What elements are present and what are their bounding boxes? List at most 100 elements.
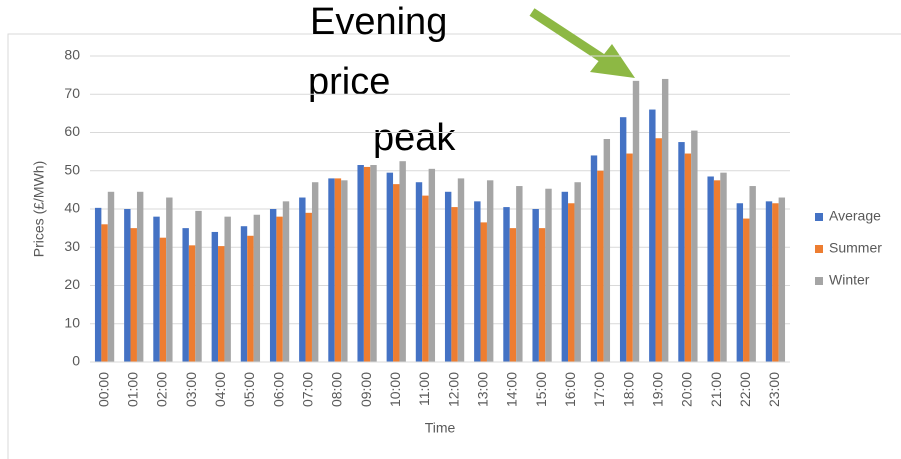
bar xyxy=(341,180,348,362)
x-tick-label: 20:00 xyxy=(679,372,695,407)
bar xyxy=(457,178,465,362)
bar xyxy=(474,201,481,362)
x-tick-label: 19:00 xyxy=(649,372,665,407)
bar xyxy=(516,186,523,362)
x-axis-label: Time xyxy=(425,420,456,436)
bar xyxy=(691,130,698,362)
bar xyxy=(386,172,394,362)
bar xyxy=(224,216,231,362)
annotation: peak xyxy=(373,117,456,159)
bar xyxy=(561,191,569,362)
y-tick-label: 10 xyxy=(64,314,80,330)
bar xyxy=(370,165,377,362)
x-tick-label: 09:00 xyxy=(358,372,374,407)
bar xyxy=(218,246,225,362)
y-tick-label: 80 xyxy=(64,47,80,63)
bar xyxy=(195,210,202,362)
bar xyxy=(713,180,721,362)
x-tick-label: 11:00 xyxy=(416,372,432,406)
bar xyxy=(626,153,633,362)
bar xyxy=(678,142,685,362)
chart-frame xyxy=(7,33,901,459)
bar xyxy=(211,231,219,362)
legend-label: Winter xyxy=(829,272,870,288)
bar xyxy=(720,172,727,362)
bar xyxy=(444,191,452,362)
bar xyxy=(428,168,436,362)
bar xyxy=(772,203,779,362)
bar xyxy=(532,209,539,362)
bar xyxy=(182,228,189,362)
legend-swatch xyxy=(815,277,823,285)
bar xyxy=(778,197,786,362)
bar xyxy=(334,178,342,362)
annotation: Evening xyxy=(310,1,447,43)
x-tick-label: 15:00 xyxy=(533,372,549,407)
bar xyxy=(649,109,656,362)
x-tick-label: 23:00 xyxy=(766,372,782,407)
arrow xyxy=(529,8,635,78)
bar xyxy=(603,139,611,362)
bar xyxy=(299,197,306,362)
annotation: price xyxy=(308,61,390,103)
y-axis-label: Prices (£/MWh) xyxy=(31,161,47,257)
bar xyxy=(253,214,261,362)
bar xyxy=(357,165,364,362)
bar xyxy=(94,207,102,362)
y-tick-label: 20 xyxy=(64,276,80,292)
x-tick-label: 02:00 xyxy=(154,372,170,407)
bar xyxy=(545,188,552,362)
y-tick-label: 0 xyxy=(72,353,80,369)
bar xyxy=(188,245,196,362)
bar xyxy=(632,80,640,363)
bar xyxy=(538,228,546,362)
x-tick-label: 18:00 xyxy=(620,372,636,407)
bar xyxy=(480,222,487,362)
legend-swatch xyxy=(815,213,823,221)
bar xyxy=(247,235,254,362)
bar xyxy=(684,153,692,362)
x-tick-label: 04:00 xyxy=(212,372,228,407)
bar xyxy=(159,237,167,362)
x-tick-label: 00:00 xyxy=(95,372,111,407)
y-tick-label: 30 xyxy=(64,238,80,254)
bar xyxy=(655,138,662,362)
bar xyxy=(124,209,131,362)
bar xyxy=(305,212,312,362)
bar xyxy=(743,218,750,362)
bar xyxy=(736,203,744,362)
x-tick-label: 22:00 xyxy=(737,372,753,407)
bar xyxy=(574,182,581,362)
x-tick-label: 06:00 xyxy=(270,372,286,407)
bar xyxy=(240,226,248,362)
bar xyxy=(107,191,115,362)
x-tick-label: 07:00 xyxy=(299,372,315,407)
x-tick-label: 10:00 xyxy=(387,372,403,407)
y-tick-label: 40 xyxy=(64,200,80,216)
legend-label: Average xyxy=(829,208,881,224)
y-tick-label: 70 xyxy=(64,85,80,101)
bar xyxy=(282,201,290,362)
bar xyxy=(136,191,144,362)
bar xyxy=(707,176,714,362)
bar xyxy=(749,186,756,362)
bar xyxy=(269,209,277,362)
bar xyxy=(568,203,575,362)
bar xyxy=(393,184,400,362)
bar xyxy=(597,170,604,362)
bar xyxy=(311,182,319,362)
bar xyxy=(661,78,669,362)
bar xyxy=(451,207,458,362)
x-tick-label: 13:00 xyxy=(474,372,490,407)
bar xyxy=(422,195,429,362)
x-tick-label: 03:00 xyxy=(183,372,199,407)
bar xyxy=(415,182,423,362)
legend-swatch xyxy=(815,245,823,253)
bar xyxy=(101,224,108,362)
y-tick-label: 50 xyxy=(64,161,80,177)
bar xyxy=(153,216,160,362)
bar xyxy=(590,155,598,362)
y-tick-label: 60 xyxy=(64,123,80,139)
bar xyxy=(765,201,773,362)
